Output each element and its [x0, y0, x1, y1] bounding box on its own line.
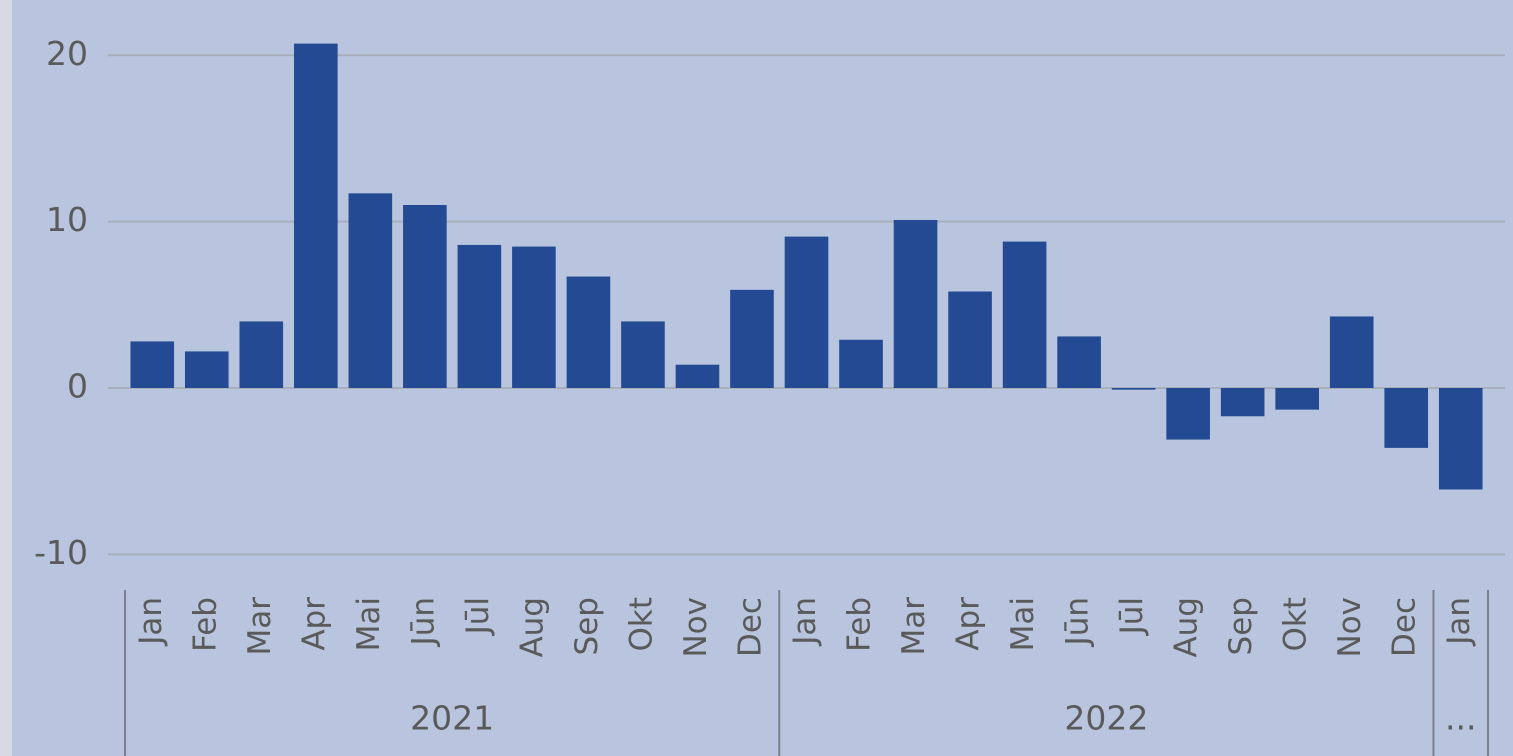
- x-tick-label: Dec: [1387, 597, 1423, 657]
- bar: [1275, 388, 1319, 410]
- bar: [239, 321, 284, 388]
- x-tick-label: Jūn: [405, 597, 441, 647]
- group-label: 2021: [410, 699, 494, 738]
- bar: [130, 341, 175, 388]
- x-tick-label: Nov: [678, 597, 714, 658]
- x-tick-label: Aug: [514, 597, 550, 658]
- x-tick-label: Feb: [842, 597, 878, 652]
- y-tick-label: 20: [46, 34, 88, 73]
- bar: [1384, 388, 1429, 448]
- x-tick-label: Jūl: [1114, 597, 1150, 636]
- y-tick-label: -10: [34, 533, 88, 572]
- bar: [403, 205, 447, 388]
- bar: [893, 219, 938, 388]
- group-label: 2022: [1064, 699, 1148, 738]
- bar: [1057, 336, 1101, 388]
- bar: [1002, 241, 1047, 388]
- bar: [784, 236, 829, 388]
- side-strip: [0, 0, 12, 756]
- x-tick-label: Mai: [1005, 597, 1041, 651]
- x-tick-label: Jan: [133, 597, 169, 647]
- x-tick-label: Jūl: [460, 597, 496, 636]
- bar: [839, 339, 883, 388]
- bar: [1111, 388, 1156, 390]
- x-tick-label: Mai: [351, 597, 387, 651]
- bar: [675, 364, 720, 388]
- x-tick-label: Jan: [1441, 597, 1477, 647]
- bar: [1166, 388, 1210, 440]
- x-tick-label: Mar: [896, 597, 932, 656]
- bar: [348, 193, 393, 388]
- bar: [294, 43, 338, 389]
- bar: [566, 276, 611, 388]
- bar: [621, 321, 665, 388]
- x-tick-label: Okt: [1278, 597, 1314, 652]
- x-tick-label: Dec: [732, 597, 768, 657]
- bar: [1329, 316, 1374, 388]
- x-tick-label: Apr: [951, 597, 987, 651]
- x-tick-label: Sep: [1223, 597, 1259, 655]
- bar: [1438, 388, 1483, 490]
- x-tick-label: Jūn: [1060, 597, 1096, 647]
- x-tick-label: Aug: [1169, 597, 1205, 658]
- y-tick-label: 0: [67, 367, 88, 406]
- y-tick-label: 10: [46, 200, 88, 239]
- bar: [184, 351, 229, 388]
- bar: [512, 246, 556, 388]
- bar: [457, 244, 502, 388]
- x-tick-label: Nov: [1332, 597, 1368, 658]
- bar: [730, 289, 774, 388]
- x-tick-label: Okt: [623, 597, 659, 652]
- x-tick-label: Sep: [569, 597, 605, 655]
- group-label: ...: [1445, 699, 1476, 738]
- bar: [1220, 388, 1265, 417]
- x-tick-label: Feb: [187, 597, 223, 652]
- bar: [948, 291, 992, 388]
- x-tick-label: Mar: [242, 597, 278, 656]
- x-tick-label: Apr: [296, 597, 332, 651]
- x-tick-label: Jan: [787, 597, 823, 647]
